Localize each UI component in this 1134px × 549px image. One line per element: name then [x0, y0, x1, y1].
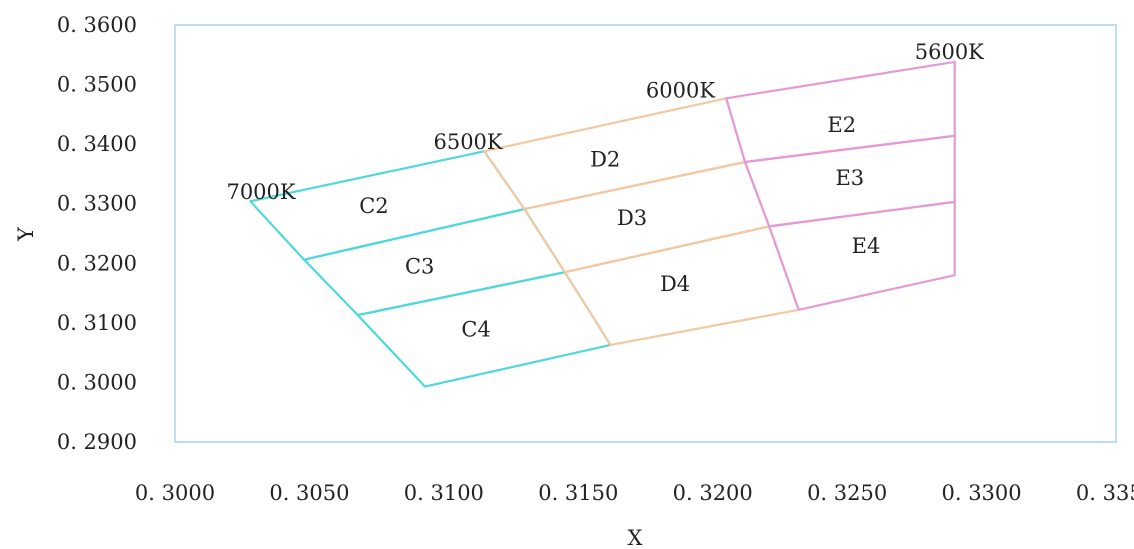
x-tick-label: 0. 3050 [269, 481, 349, 505]
region-label: C2 [359, 194, 388, 218]
y-tick-label: 0. 3600 [57, 13, 137, 37]
region-label: C3 [405, 254, 434, 278]
x-tick-label: 0. 3100 [404, 481, 484, 505]
x-tick-label: 0. 3200 [673, 481, 753, 505]
cct-label: 5600K [915, 40, 984, 64]
y-tick-label: 0. 3500 [57, 73, 137, 97]
x-axis-tick-labels: 0. 3000 0. 3050 0. 3100 0. 3150 0. 3200 0. 32… [135, 481, 1134, 505]
x-axis-label: X [628, 526, 643, 549]
region-label: D4 [660, 272, 690, 296]
cct-label: 6000K [646, 79, 715, 103]
bin-grid-lines [249, 60, 956, 388]
x-tick-label: 0. 3150 [538, 481, 618, 505]
region-label: E4 [852, 234, 881, 258]
y-tick-label: 0. 3000 [57, 370, 137, 394]
x-tick-label: 0. 3350 [1076, 481, 1134, 505]
cct-label: 6500K [433, 130, 502, 154]
bin-region-e4 [768, 200, 956, 311]
x-tick-label: 0. 3250 [807, 481, 887, 505]
bin-region-labels: C2 C3 C4 D2 D3 D4 E2 E3 E4 [359, 113, 880, 341]
y-tick-label: 0. 3200 [57, 251, 137, 275]
y-tick-label: 0. 3300 [57, 192, 137, 216]
y-axis-label: Y [14, 226, 38, 242]
x-tick-label: 0. 3300 [941, 481, 1021, 505]
y-axis-tick-labels: 0. 2900 0. 3000 0. 3100 0. 3200 0. 3300 0. 34… [57, 13, 137, 454]
region-label: E3 [835, 166, 864, 190]
region-label: C4 [461, 317, 490, 341]
region-label: D3 [617, 206, 647, 230]
region-label: D2 [590, 148, 620, 172]
cct-labels: 7000K 6500K 6000K 5600K [226, 40, 984, 204]
y-tick-label: 0. 3400 [57, 132, 137, 156]
x-tick-label: 0. 3000 [135, 481, 215, 505]
region-label: E2 [827, 113, 856, 137]
y-tick-label: 0. 2900 [57, 430, 137, 454]
plot-frame [174, 24, 1117, 443]
bin-region-e2 [725, 60, 956, 164]
y-tick-label: 0. 3100 [57, 311, 137, 335]
cct-label: 7000K [226, 180, 295, 204]
